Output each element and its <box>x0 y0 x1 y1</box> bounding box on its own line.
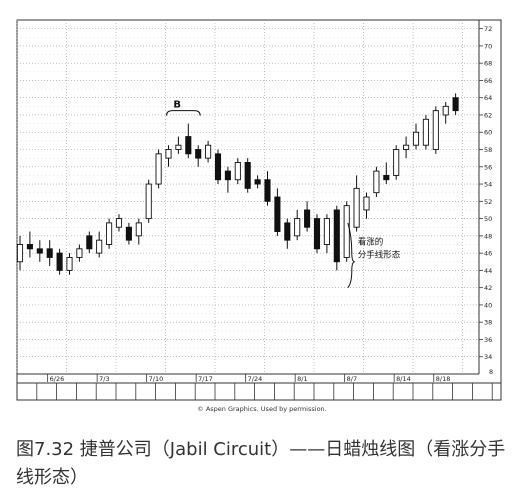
candle-body-bearish <box>185 136 192 155</box>
candlestick-chart: 34 36 38 40 42 44 46 48 50 52 54 56 58 60 62 64 66 68 70 72… <box>16 19 502 413</box>
y-tick-label: 34 <box>484 353 492 361</box>
x-tick-label: 7/17 <box>198 375 213 383</box>
candle-body-bearish <box>452 97 459 112</box>
candle-body-bullish <box>422 118 429 146</box>
y-tick-label: 66 <box>484 77 492 85</box>
candle-body-bullish <box>175 144 182 150</box>
y-tick-label: 64 <box>484 94 492 102</box>
candle-body-bullish <box>353 187 360 228</box>
candle-body-bullish <box>76 248 83 258</box>
annotation-text-line: 看涨的 <box>358 236 384 247</box>
annotation-b-label: B <box>173 100 181 111</box>
candle-body-bullish <box>294 218 301 237</box>
y-tick-label: 72 <box>484 25 492 33</box>
y-tick-label: 60 <box>484 129 492 137</box>
candle-body-bullish <box>393 149 400 176</box>
candle-body-bearish <box>284 222 291 241</box>
candle-body-bearish <box>333 209 340 263</box>
y-tick-label: 56 <box>484 163 492 171</box>
candle-body-bullish <box>432 110 439 150</box>
candle-body-bearish <box>125 226 132 241</box>
y-tick-label: 46 <box>484 250 492 258</box>
y-tick-label: 38 <box>484 319 492 327</box>
candle-body-bearish <box>304 209 311 228</box>
y-tick-label: 54 <box>484 181 492 189</box>
x-tick-label: 8/18 <box>436 375 451 383</box>
x-tick-label: 8/7 <box>347 375 357 383</box>
candle-body-bullish <box>234 162 241 181</box>
x-tick-label: 6/26 <box>50 375 65 383</box>
candle-body-bullish <box>66 256 73 271</box>
candle-body-bullish <box>412 131 420 146</box>
x-tick-label: 8/1 <box>297 375 307 383</box>
candle-body-bearish <box>224 170 231 181</box>
annotation-text-line: 分手线形态 <box>358 249 401 260</box>
candle-body-bearish <box>36 248 43 254</box>
candle-body-bearish <box>56 252 63 271</box>
candle-body-bearish <box>195 149 202 159</box>
candle-body-bullish <box>115 218 123 228</box>
candle-body-bearish <box>254 179 261 185</box>
y-tick-label: 36 <box>484 336 492 344</box>
candle-body-bearish <box>244 162 251 189</box>
chart-area: 34 36 38 40 42 44 46 48 50 52 54 56 58 60 62 64 66 68 70 72… <box>16 19 502 413</box>
candle-body-bullish <box>205 144 212 159</box>
candle-body-bullish <box>442 105 449 116</box>
candle-body-bullish <box>16 244 24 263</box>
y-tick-label: 62 <box>484 111 492 119</box>
annotation-brace <box>347 222 355 288</box>
candle-body-bearish <box>383 174 390 181</box>
candle-body-bearish <box>86 235 93 250</box>
candle-body-bullish <box>155 153 162 185</box>
candle-body-bearish <box>26 244 33 250</box>
figure-caption: 图7.32 捷普公司（Jabil Circuit）——日蜡烛线图（看涨分手线形态… <box>16 439 506 488</box>
y-tick-label: 42 <box>484 284 492 292</box>
candle-body-bullish <box>343 205 350 258</box>
y-tick-label: 44 <box>484 267 492 275</box>
candle-body-bullish <box>106 222 113 245</box>
x-tick-label: 8/14 <box>396 375 411 383</box>
candle-body-bearish <box>214 153 222 181</box>
candle-body-bearish <box>313 218 321 250</box>
credit-text: © Aspen Graphics. Used by permission. <box>197 405 326 413</box>
candle-body-bullish <box>165 149 172 159</box>
candle-body-bullish <box>403 144 410 150</box>
candle-body-bullish <box>323 218 330 245</box>
x-tick-label: 7/24 <box>248 375 263 383</box>
candle-body-bearish <box>274 196 281 232</box>
annotation-bracket <box>166 110 201 116</box>
y-tick-label: 68 <box>484 60 492 68</box>
y-tick-label: 50 <box>484 215 492 223</box>
candle-body-bearish <box>264 179 271 202</box>
x-tick-label: 7/3 <box>99 375 109 383</box>
x-tick-label: 7/10 <box>149 375 164 383</box>
y-tick-label: 70 <box>484 42 492 50</box>
candle-body-bullish <box>96 239 103 254</box>
y-tick-label: 58 <box>484 146 492 154</box>
corner-label: 8 <box>489 368 493 376</box>
candle-body-bullish <box>135 222 142 237</box>
candle-body-bullish <box>373 170 380 194</box>
y-tick-label: 48 <box>484 232 492 240</box>
candle-body-bullish <box>363 196 370 211</box>
candle-body-bearish <box>46 248 53 258</box>
candle-body-bullish <box>145 183 152 220</box>
y-tick-label: 40 <box>484 301 492 309</box>
y-tick-label: 52 <box>484 198 492 206</box>
